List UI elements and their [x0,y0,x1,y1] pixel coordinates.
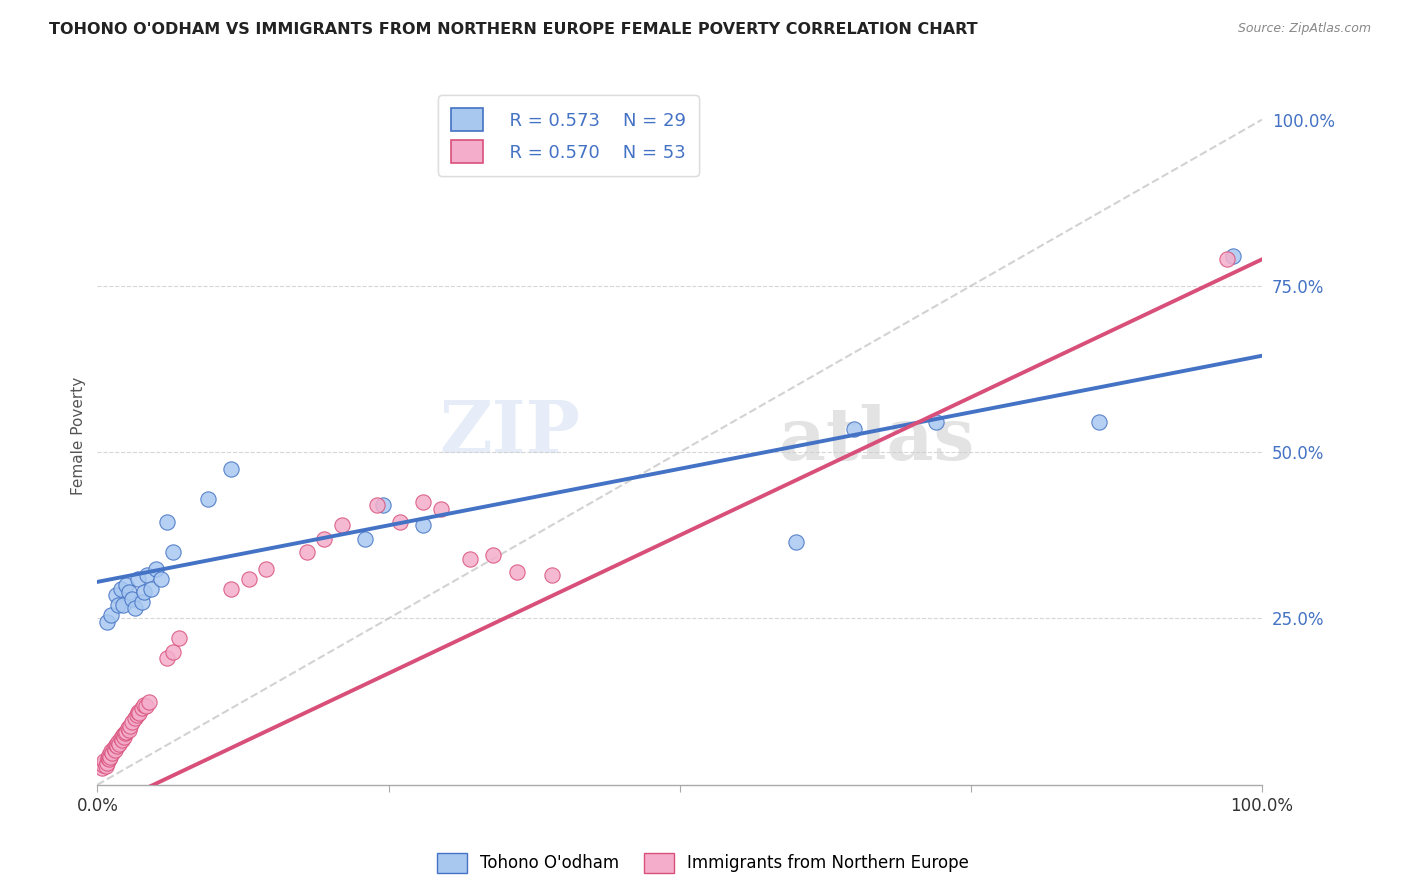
Point [100,744,122,758]
Point [114,726,136,740]
Point [925,415,948,429]
Point [131,595,153,609]
Point [111,598,134,612]
Point [97,751,120,765]
Point [101,746,124,760]
Point [482,549,505,563]
Point [131,701,153,715]
Point [94,759,117,773]
Point [115,724,138,739]
Point [295,545,318,559]
Point [110,582,132,596]
Point [96,756,118,771]
Legend: Tohono O'odham, Immigrants from Northern Europe: Tohono O'odham, Immigrants from Northern… [430,847,976,880]
Legend:   R = 0.573    N = 29,   R = 0.570    N = 53: R = 0.573 N = 29, R = 0.570 N = 53 [439,95,699,176]
Point [145,561,167,575]
Point [98,747,121,762]
Text: atlas: atlas [779,403,974,475]
Point [167,632,190,646]
Point [121,591,143,606]
Point [127,705,149,719]
Point [389,515,412,529]
Point [118,723,141,738]
Point [132,585,155,599]
Point [96,615,118,629]
Point [107,598,129,612]
Point [430,501,453,516]
Point [124,711,146,725]
Point [93,755,115,769]
Point [314,532,336,546]
Point [127,572,149,586]
Text: TOHONO O'ODHAM VS IMMIGRANTS FROM NORTHERN EUROPE FEMALE POVERTY CORRELATION CHA: TOHONO O'ODHAM VS IMMIGRANTS FROM NORTHE… [49,22,977,37]
Y-axis label: Female Poverty: Female Poverty [72,376,86,495]
Point [124,601,146,615]
Point [540,568,562,582]
Point [108,737,131,751]
Point [107,734,129,748]
Point [412,495,434,509]
Point [118,585,141,599]
Point [115,578,138,592]
Point [125,707,148,722]
Point [221,462,243,476]
Point [844,422,866,436]
Point [111,728,134,742]
Point [505,565,527,579]
Point [1216,252,1239,267]
Point [105,739,128,754]
Point [412,518,434,533]
Point [197,491,219,506]
Point [254,561,277,575]
Point [104,588,127,602]
Point [1088,415,1111,429]
Point [138,695,160,709]
Point [100,608,122,623]
Point [104,743,127,757]
Point [118,719,141,733]
Point [1222,249,1244,263]
Point [112,730,135,744]
Point [221,582,243,596]
Point [111,732,134,747]
Point [162,545,184,559]
Point [238,572,260,586]
Point [785,535,807,549]
Point [354,532,377,546]
Point [371,499,394,513]
Point [139,582,162,596]
Point [104,738,127,752]
Point [156,651,179,665]
Text: Source: ZipAtlas.com: Source: ZipAtlas.com [1237,22,1371,36]
Point [132,698,155,712]
Point [98,752,121,766]
Point [458,551,481,566]
Point [91,761,114,775]
Point [162,645,184,659]
Point [91,757,114,772]
Point [110,731,132,746]
Point [366,499,388,513]
Point [121,714,143,729]
Text: ZIP: ZIP [440,397,581,467]
Point [156,515,179,529]
Point [136,568,159,582]
Point [150,572,173,586]
Point [128,706,150,720]
Point [330,518,353,533]
Point [135,699,157,714]
Point [103,741,125,756]
Point [98,749,121,764]
Point [117,721,139,735]
